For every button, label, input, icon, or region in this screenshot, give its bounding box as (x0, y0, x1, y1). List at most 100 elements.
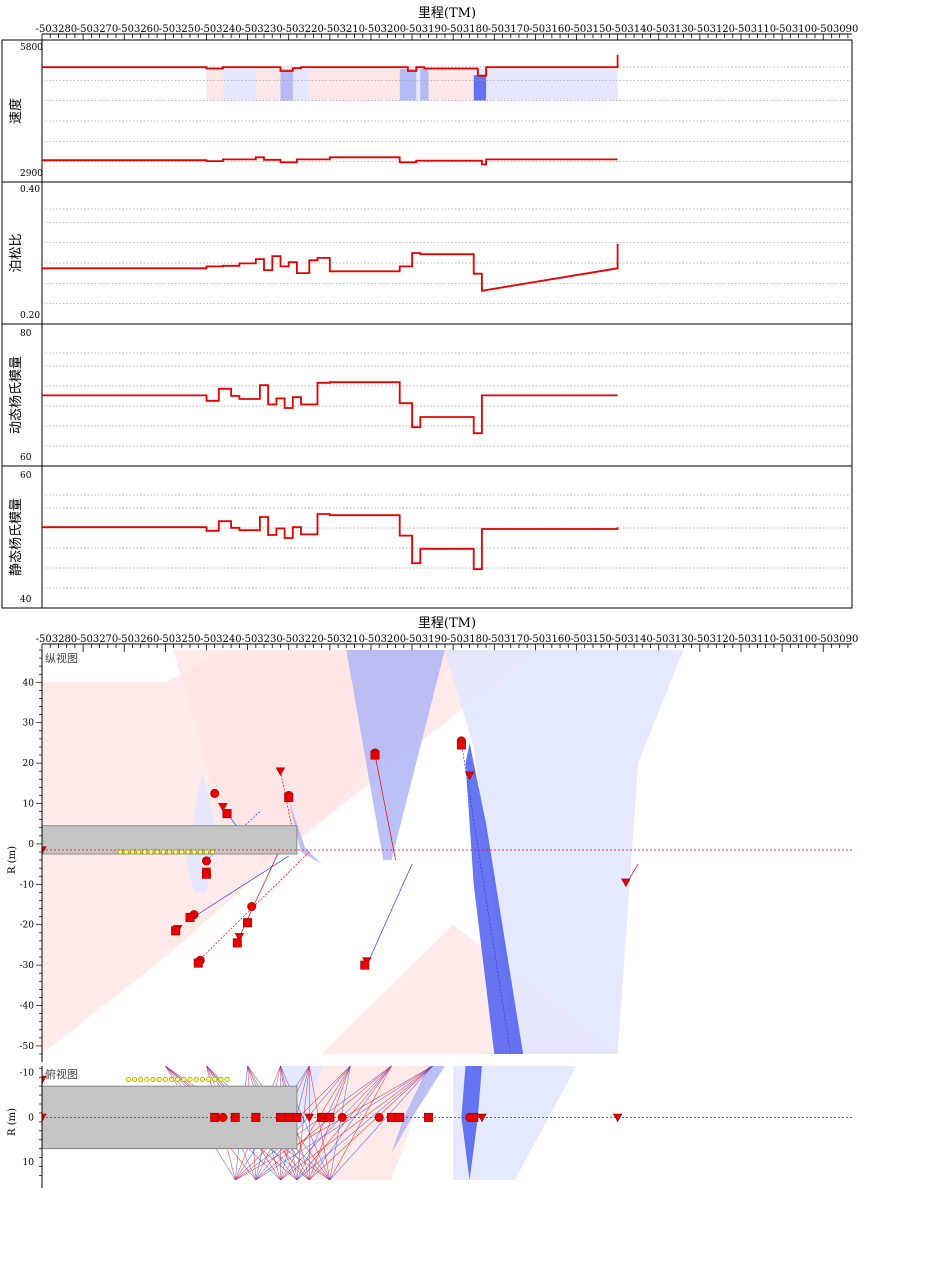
axis-tick-minus: - (323, 634, 326, 645)
marker-square (210, 1112, 220, 1122)
axis-tick-label: 503190 (409, 634, 447, 645)
receiver-point (218, 1076, 224, 1082)
axis-tick-minus: - (282, 24, 285, 35)
axis-tick-minus: - (406, 634, 409, 645)
ray-line (329, 1066, 351, 1180)
receiver-point (179, 849, 185, 855)
ray-line (280, 1066, 331, 1180)
receiver-point (154, 849, 160, 855)
marker-square (386, 1112, 396, 1122)
ytick-label-max: 80 (20, 329, 32, 339)
axis-tick-minus: - (570, 634, 573, 645)
marker-square (232, 938, 242, 948)
axis-tick-minus: - (159, 24, 162, 35)
wave-wedge (453, 1066, 577, 1180)
receiver-point (206, 1076, 212, 1082)
receiver-point (191, 849, 197, 855)
marker-square (251, 1112, 261, 1122)
receiver-point (224, 1076, 230, 1082)
velocity-band (420, 68, 429, 101)
axis-tick-label: 503160 (532, 24, 570, 35)
top-mileage-axis: 503280- 503270- 503260- 503250- 503240- 50323… (36, 24, 858, 42)
axis-tick-minus: - (77, 24, 80, 35)
velocity-band (399, 68, 417, 101)
marker-triangle (275, 767, 286, 777)
marker-triangle (304, 1113, 314, 1123)
y-tick-label: 40 (23, 678, 35, 688)
marker-triangle (621, 878, 631, 888)
y-tick-label: -10 (20, 880, 35, 890)
axis-tick-label: 503280 (39, 24, 77, 35)
axis-tick-label: 503250 (162, 634, 200, 645)
panel-frame (41, 39, 853, 183)
view-ylabel: R (m) (7, 1108, 18, 1136)
axis-tick-minus: - (817, 634, 820, 645)
receiver-point (136, 849, 142, 855)
longitudinal-view-panel: 40 30 20 10 0 -10 -20 -30 -40 -50 纵视图 R (m) (7, 649, 852, 1062)
ray-line (296, 1066, 351, 1180)
receiver-point (142, 849, 148, 855)
tunnel-excavation (42, 825, 298, 855)
ray-line (374, 754, 396, 861)
axis-tick-minus: - (200, 634, 203, 645)
y-tick-label: 10 (23, 800, 35, 810)
axis-tick-minus: - (735, 634, 738, 645)
axis-tick-label: 503110 (738, 634, 776, 645)
axis-tick-minus: - (118, 24, 121, 35)
velocity-band-pink (309, 68, 400, 101)
y-tick-label: -10 (20, 1069, 35, 1079)
axis-tick-label: 503270 (80, 634, 118, 645)
marker-square (230, 1112, 240, 1122)
receiver-point (175, 1076, 181, 1082)
ray-line (308, 1066, 331, 1180)
y-tick-label: 0 (28, 840, 34, 850)
series-line (42, 156, 618, 166)
axis-tick-minus: - (406, 24, 409, 35)
view-ylabel: R (m) (7, 846, 18, 874)
axis-tick-minus: - (241, 634, 244, 645)
receiver-point (169, 1076, 175, 1082)
axis-tick-label: 503140 (615, 634, 653, 645)
panel-ylabel: 动态杨氏模量 (9, 356, 24, 434)
y-tick-label: 10 (23, 1158, 35, 1168)
marker-square (360, 960, 370, 970)
wave-wedge (461, 1066, 482, 1180)
axis-tick-minus: - (77, 634, 80, 645)
ray-line (366, 863, 413, 966)
axis-tick-label: 503200 (368, 634, 406, 645)
marker-square (222, 809, 232, 819)
ray-line (309, 1066, 392, 1180)
axis-tick-minus: - (693, 634, 696, 645)
axis-tick-minus: - (447, 24, 450, 35)
wave-wedge (346, 650, 445, 861)
axis-tick-label: 503140 (615, 24, 653, 35)
receiver-point (150, 1076, 156, 1082)
marker-triangle (42, 846, 47, 855)
marker-square (456, 740, 466, 750)
marker-triangle (464, 771, 475, 781)
axis-tick-label: 503170 (491, 634, 529, 645)
axis-tick-label: 503120 (697, 634, 735, 645)
axis-tick-label: 503270 (80, 24, 118, 35)
y-tick-label: 0 (28, 1113, 34, 1123)
panel-content (42, 1066, 852, 1180)
axis-tick-label: 503230 (245, 634, 283, 645)
panel-frame (41, 181, 853, 325)
axis-tick-label: 503190 (409, 24, 447, 35)
axis-tick-minus: - (652, 24, 655, 35)
axis-tick-label: 503120 (697, 24, 735, 35)
ray-line (329, 1066, 392, 1180)
y-tick-label: -20 (20, 921, 35, 931)
receiver-point (166, 849, 172, 855)
marker-triangle (218, 803, 228, 812)
axis-tick-label: 503260 (121, 24, 159, 35)
ytick-label-min: 60 (20, 453, 32, 463)
axis-tick-label: 503110 (738, 24, 776, 35)
axis-tick-minus: - (282, 634, 285, 645)
axis-tick-label: 503220 (286, 24, 324, 35)
axis-tick-minus: - (611, 24, 614, 35)
velocity-band (280, 68, 293, 101)
axis-tick-label: 503090 (820, 634, 858, 645)
marker-circle (210, 788, 220, 798)
